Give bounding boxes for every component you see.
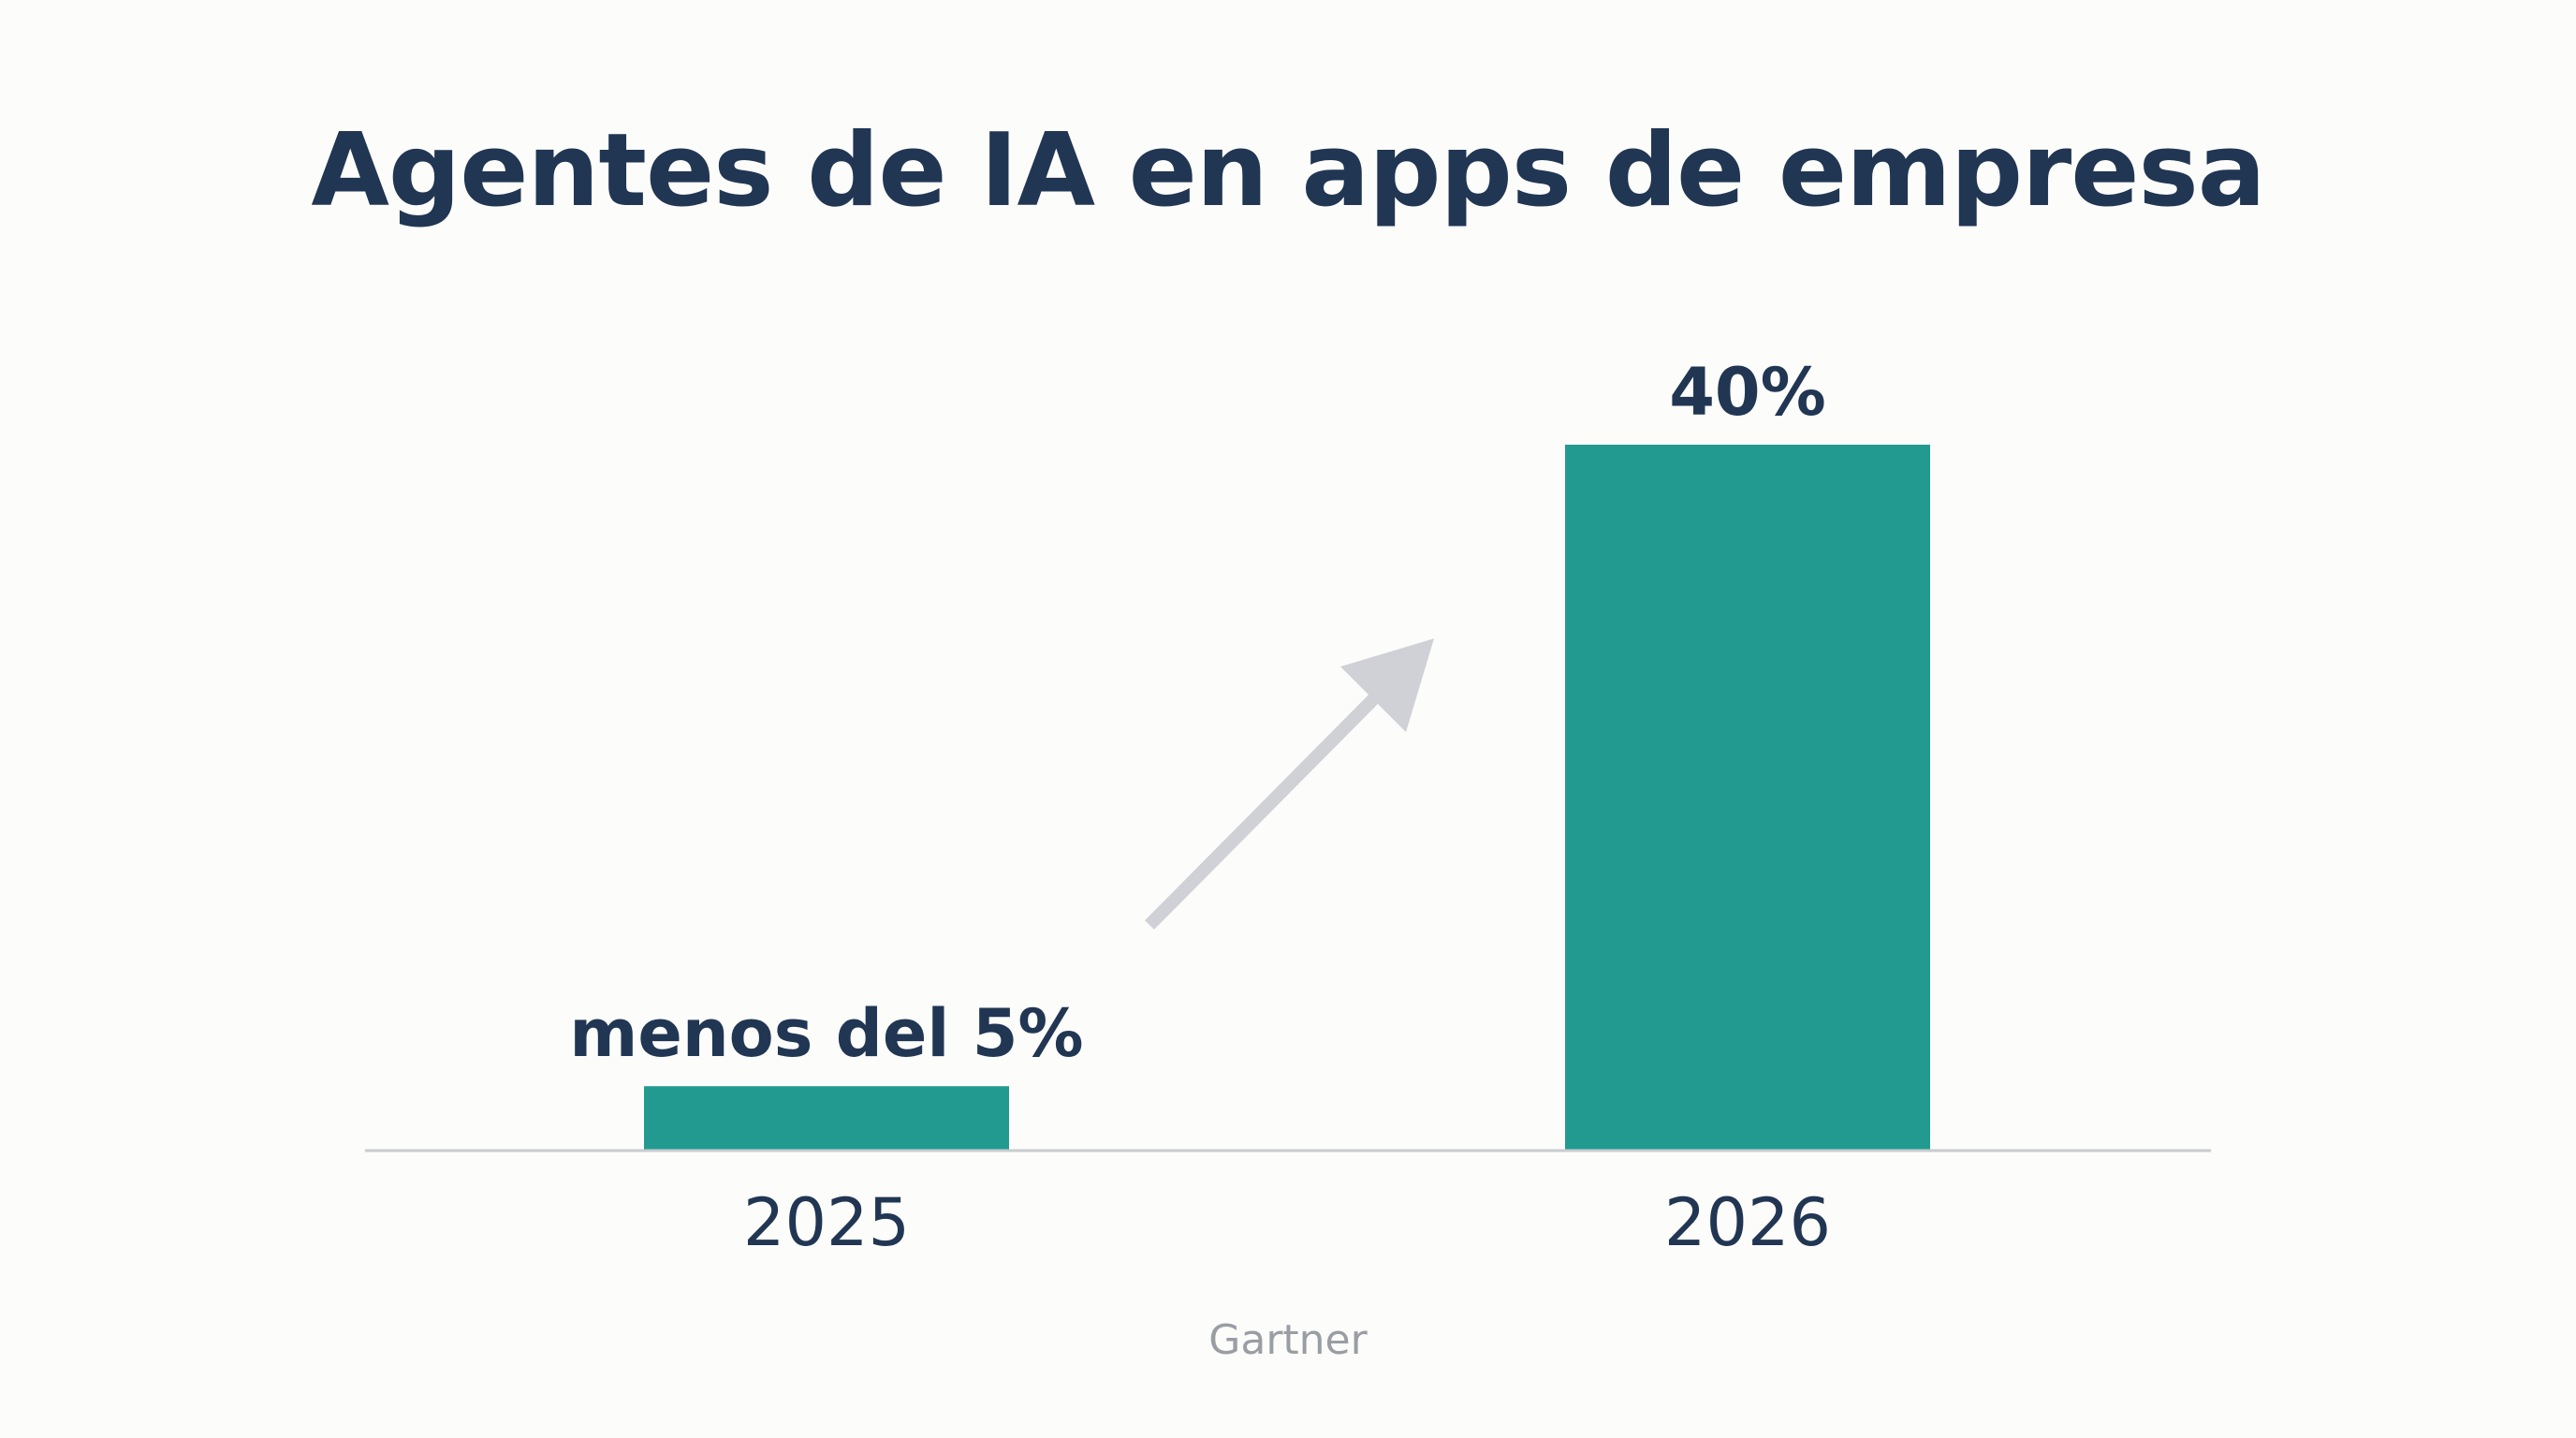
bars: [644, 445, 1930, 1150]
x-tick-labels: 2025 2026: [743, 1184, 1831, 1261]
bar-2025: [644, 1086, 1009, 1150]
x-tick-label-2025: 2025: [743, 1184, 910, 1261]
trend-arrow-head: [1340, 638, 1434, 732]
source-note: Gartner: [1208, 1316, 1368, 1364]
chart-title: Agentes de IA en apps de empresa: [311, 112, 2265, 229]
data-label-2026: 40%: [1669, 354, 1826, 431]
arrow-up-right-icon: [1145, 638, 1434, 930]
x-tick-label-2026: 2026: [1664, 1184, 1831, 1261]
bar-2026: [1565, 445, 1930, 1150]
data-labels: menos del 5% 40%: [569, 354, 1825, 1072]
data-label-2025: menos del 5%: [569, 995, 1083, 1072]
trend-arrow-shaft: [1145, 694, 1379, 930]
